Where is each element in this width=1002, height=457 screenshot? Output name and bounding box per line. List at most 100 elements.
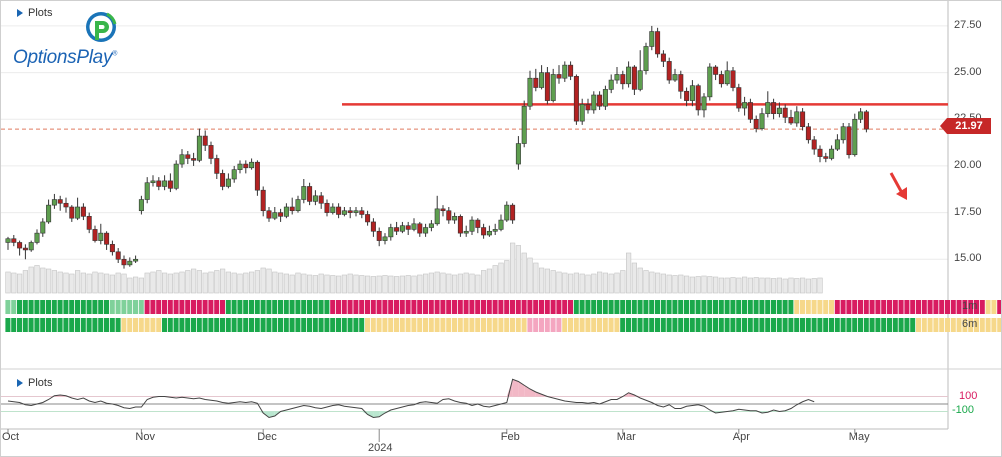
volume-bar	[109, 274, 115, 294]
volume-bar	[811, 278, 817, 294]
candle-body	[365, 214, 371, 223]
volume-bar	[446, 273, 452, 294]
volume-bar	[405, 275, 411, 294]
candle-body	[753, 118, 759, 129]
band-1m-cell	[904, 300, 910, 314]
candle-body	[660, 53, 666, 62]
volume-bar	[75, 270, 81, 294]
band-6m-cell	[985, 318, 991, 332]
band-6m-cell	[713, 318, 718, 332]
candle-body	[278, 212, 284, 217]
band-1m-cell	[237, 300, 243, 314]
volume-bar	[289, 274, 295, 294]
band-1m-cell	[359, 300, 365, 314]
band-6m-cell	[5, 318, 11, 332]
band-6m-cell	[933, 318, 939, 332]
osc-line	[7, 378, 815, 419]
band-1m-cell	[533, 300, 539, 314]
volume-bar	[666, 274, 672, 294]
band-6m-cell	[904, 318, 910, 332]
candle-body	[597, 94, 603, 107]
candle-body	[399, 225, 405, 232]
band-6m-cell	[283, 318, 289, 332]
band-1m-cell	[185, 300, 191, 314]
band-6m-cell	[440, 318, 446, 332]
volume-bar	[736, 277, 742, 294]
volume-bar	[504, 260, 510, 294]
volume-bar	[231, 272, 237, 294]
band-6m-cell	[446, 318, 452, 332]
band-1m-cell	[109, 300, 115, 314]
band-1m-cell	[249, 300, 254, 314]
volume-bar	[51, 270, 57, 294]
band-1m-cell	[202, 300, 208, 314]
candle-body	[469, 219, 475, 232]
volume-bar	[457, 273, 464, 294]
band-1m-cell	[684, 300, 689, 314]
candle-body	[17, 242, 23, 249]
volume-bar	[620, 270, 626, 294]
band-1m-cell	[742, 300, 747, 314]
candle-body	[486, 230, 492, 236]
band-1m-cell	[730, 300, 736, 314]
band-1m-cell	[892, 300, 898, 314]
band-1m-cell	[428, 300, 434, 314]
volume-bar	[185, 270, 191, 294]
band-6m-cell	[202, 318, 208, 332]
volume-bar	[266, 268, 272, 294]
band-1m-cell	[318, 300, 324, 314]
osc-upper-label: 100	[959, 390, 978, 402]
volume-bar	[272, 271, 278, 294]
band-1m-cell	[817, 300, 823, 314]
band-1m-cell	[51, 300, 57, 314]
candle-body	[858, 111, 864, 120]
volume-bar	[34, 265, 40, 294]
band-6m-cell	[747, 318, 753, 332]
band-6m-cell	[742, 318, 747, 332]
band-1m-cell	[869, 300, 875, 314]
band-6m-cell	[626, 318, 631, 332]
band-1m-cell	[220, 300, 225, 314]
candle-body	[544, 72, 550, 101]
volume-bar	[208, 271, 214, 294]
osc-overbought-fill	[506, 379, 513, 397]
volume-bar	[428, 272, 435, 294]
candle-body	[568, 64, 574, 77]
volume-bar	[776, 277, 782, 294]
volume-bar	[196, 270, 203, 294]
volume-bar	[167, 273, 174, 294]
band-1m-cell	[811, 300, 817, 314]
band-1m-cell	[260, 300, 266, 314]
candle-body	[185, 154, 191, 159]
candle-body	[289, 206, 295, 212]
band-6m-cell	[550, 318, 556, 332]
band-1m-cell	[910, 300, 916, 314]
band-6m-cell	[28, 318, 34, 332]
band-6m-cell	[417, 318, 423, 332]
band-1m-cell	[330, 300, 336, 314]
volume-bar	[475, 274, 481, 294]
volume-bar	[364, 275, 371, 294]
band-1m-cell	[486, 300, 492, 314]
candle-body	[237, 163, 243, 170]
band-6m-cell	[475, 318, 481, 332]
band-1m-cell	[643, 300, 649, 314]
volume-bar	[707, 276, 713, 294]
candle-body	[573, 76, 579, 122]
band-6m-cell	[794, 318, 800, 332]
volume-bar	[5, 271, 11, 294]
band-6m-cell	[945, 318, 950, 332]
band-1m-cell	[214, 300, 220, 314]
volume-bar	[672, 275, 678, 294]
candle-body	[684, 90, 690, 101]
band-6m-cell	[892, 318, 898, 332]
candle-body	[324, 202, 330, 213]
plots-toggle-bottom[interactable]: Plots	[17, 377, 52, 389]
candle-body	[678, 74, 684, 92]
plots-toggle-top[interactable]: Plots	[17, 7, 52, 19]
band-1m-cell	[840, 300, 846, 314]
band-1m-cell	[498, 300, 504, 314]
volume-bar	[422, 273, 429, 294]
volume-bar	[57, 271, 63, 294]
